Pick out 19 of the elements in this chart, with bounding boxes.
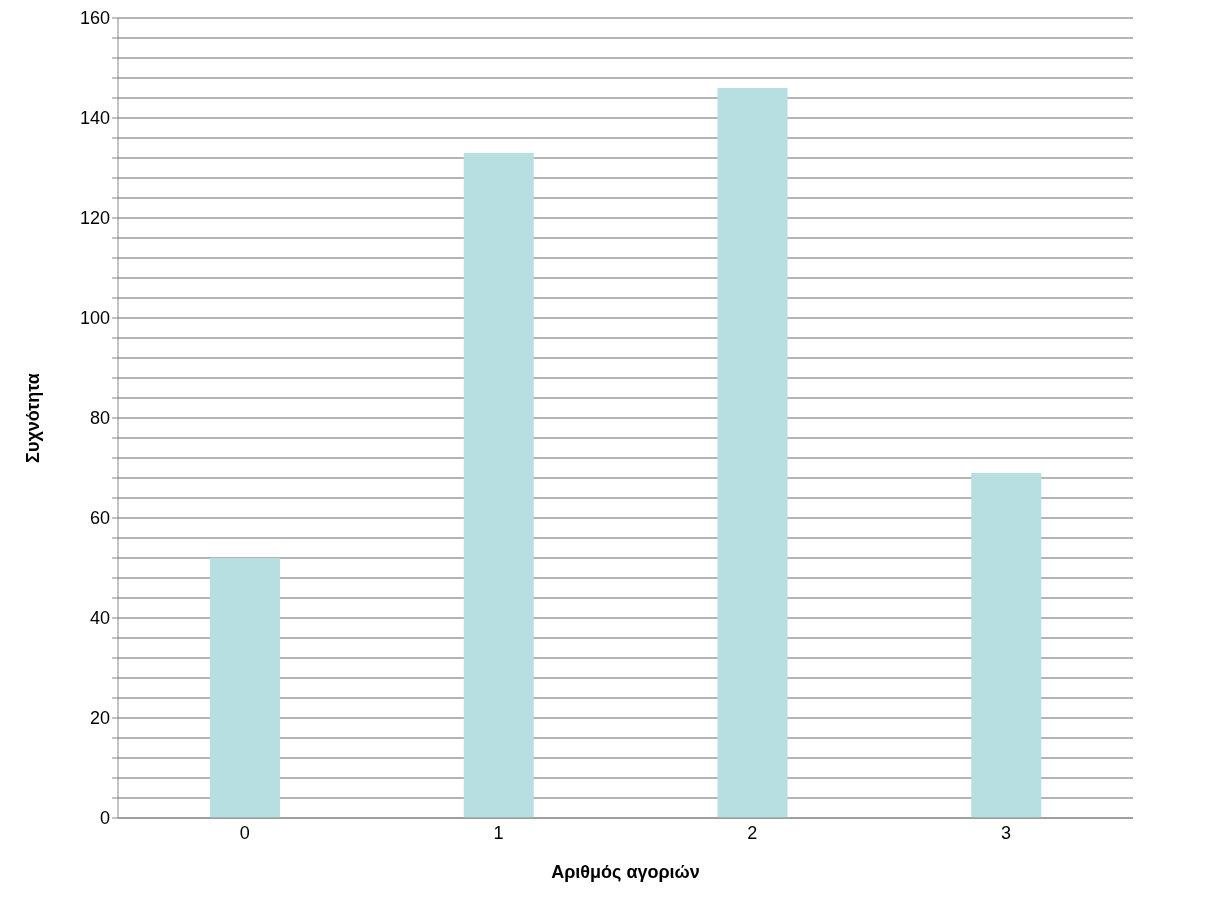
- y-tick-label: 160: [79, 8, 110, 29]
- bar: [210, 558, 280, 818]
- y-tick-label: 140: [79, 108, 110, 129]
- bar: [717, 88, 788, 818]
- y-tick-label: 0: [99, 808, 110, 829]
- x-tick-label: 3: [1001, 822, 1012, 843]
- bar: [971, 473, 1042, 818]
- x-axis-title: Αριθμός αγοριών: [551, 862, 700, 882]
- x-tick-label: 2: [747, 822, 758, 843]
- y-tick-label: 80: [89, 408, 110, 429]
- y-tick-label: 20: [89, 708, 110, 729]
- y-tick-label: 100: [79, 308, 110, 329]
- y-tick-label: 120: [79, 208, 110, 229]
- y-tick-label: 60: [89, 508, 110, 529]
- x-tick-label: 0: [239, 822, 250, 843]
- y-axis-title: Συχνότητα: [23, 373, 44, 463]
- x-tick-label: 1: [493, 822, 504, 843]
- bar: [463, 153, 534, 818]
- y-tick-label: 40: [89, 608, 110, 629]
